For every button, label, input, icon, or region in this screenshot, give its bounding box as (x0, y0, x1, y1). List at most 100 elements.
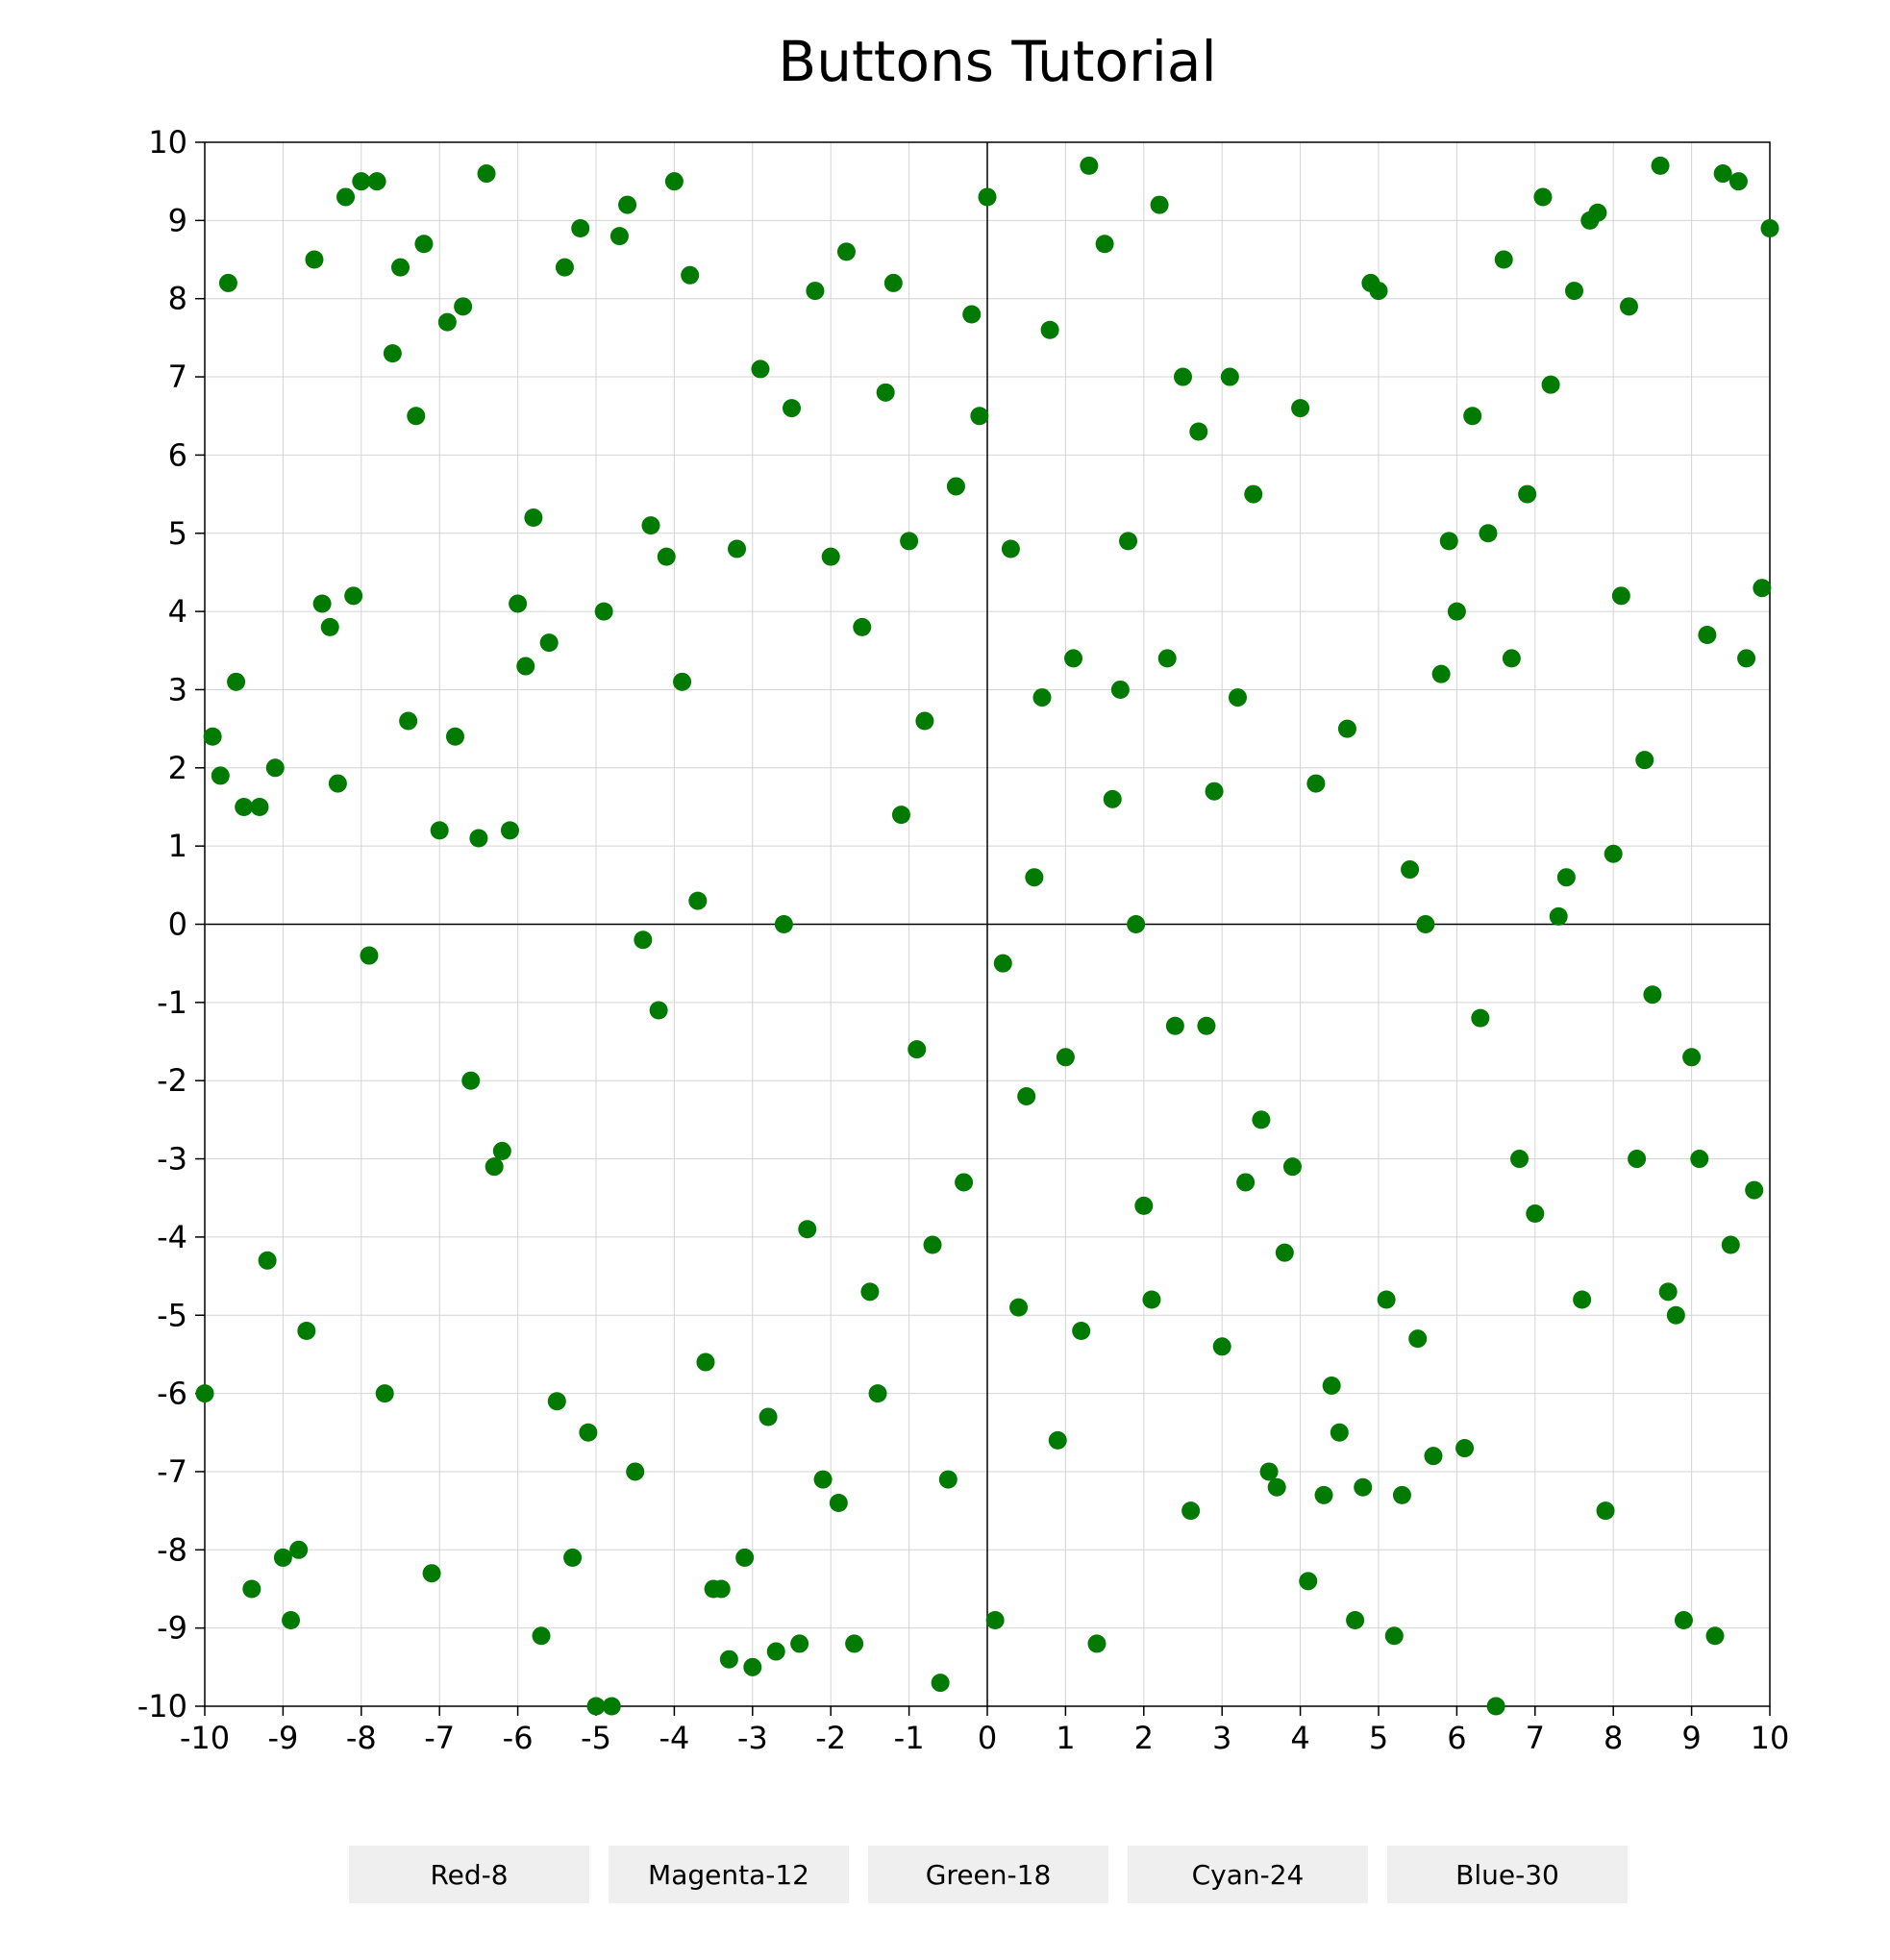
data-point (766, 1642, 785, 1661)
data-point (876, 383, 895, 402)
data-point (1401, 860, 1420, 880)
data-point (641, 516, 660, 535)
data-point (1322, 1376, 1341, 1395)
y-tick-label: 2 (168, 750, 187, 786)
data-point (1565, 282, 1583, 301)
y-tick-label: -3 (157, 1141, 187, 1178)
data-point (1142, 1290, 1161, 1309)
data-point (1635, 751, 1654, 770)
x-tick-label: -5 (581, 1720, 611, 1756)
data-point (1416, 915, 1435, 933)
data-point (1127, 915, 1146, 933)
data-point (1110, 680, 1130, 699)
button-cyan-24[interactable]: Cyan-24 (1128, 1846, 1368, 1903)
data-point (711, 1579, 731, 1599)
data-point (1291, 399, 1310, 418)
data-point (1604, 844, 1623, 863)
button-blue-30[interactable]: Blue-30 (1387, 1846, 1628, 1903)
data-point (579, 1423, 598, 1442)
data-point (955, 1173, 974, 1192)
data-point (1189, 422, 1208, 441)
data-point (664, 172, 684, 191)
data-point (1698, 626, 1717, 645)
data-point (1150, 195, 1169, 214)
x-tick-label: 2 (1134, 1720, 1154, 1756)
data-point (1439, 532, 1458, 551)
x-tick-label: -7 (424, 1720, 455, 1756)
data-point (1424, 1447, 1443, 1466)
data-point (1533, 187, 1553, 207)
data-point (798, 1220, 817, 1239)
data-point (461, 1071, 481, 1090)
x-tick-label: 1 (1056, 1720, 1075, 1756)
y-tick-label: 0 (168, 906, 187, 943)
x-tick-label: 9 (1681, 1720, 1701, 1756)
data-point (1369, 282, 1388, 301)
data-point (1299, 1572, 1318, 1591)
x-tick-label: 3 (1212, 1720, 1231, 1756)
x-tick-label: -9 (267, 1720, 298, 1756)
data-point (1705, 1626, 1725, 1646)
y-tick-label: 8 (168, 281, 187, 317)
data-point (500, 821, 519, 840)
data-point (1753, 579, 1772, 598)
data-point (227, 672, 246, 691)
data-point (203, 727, 222, 746)
data-point (563, 1548, 583, 1567)
data-point (993, 954, 1012, 973)
x-tick-label: -10 (180, 1720, 230, 1756)
data-point (1236, 1173, 1256, 1192)
button-magenta-12[interactable]: Magenta-12 (609, 1846, 849, 1903)
x-tick-label: 0 (978, 1720, 997, 1756)
data-point (539, 633, 559, 653)
data-point (422, 1564, 441, 1583)
data-point (1596, 1501, 1615, 1521)
y-tick-label: 9 (168, 202, 187, 238)
button-green-18[interactable]: Green-18 (868, 1846, 1108, 1903)
data-point (211, 766, 230, 785)
data-point (1306, 774, 1326, 793)
data-point (868, 1384, 887, 1403)
data-point (883, 273, 903, 292)
x-tick-label: -3 (737, 1720, 768, 1756)
data-point (719, 1650, 738, 1669)
data-point (547, 1392, 566, 1411)
data-point (845, 1634, 864, 1653)
data-point (1275, 1243, 1294, 1262)
data-point (634, 930, 653, 950)
data-point (853, 617, 872, 636)
data-point (673, 672, 692, 691)
data-point (437, 312, 457, 332)
button-red-8[interactable]: Red-8 (349, 1846, 589, 1903)
data-point (806, 282, 825, 301)
data-point (1666, 1305, 1685, 1325)
data-point (235, 797, 254, 816)
data-point (1197, 1016, 1216, 1035)
data-point (602, 1697, 621, 1716)
data-point (289, 1540, 309, 1559)
data-point (445, 727, 464, 746)
data-point (524, 508, 543, 527)
data-point (320, 617, 339, 636)
data-point (305, 250, 324, 269)
data-point (970, 407, 989, 426)
data-point (532, 1626, 551, 1646)
data-point (1056, 1048, 1075, 1067)
data-point (821, 547, 840, 566)
data-point (751, 360, 770, 379)
data-point (1244, 484, 1263, 504)
data-point (1494, 250, 1513, 269)
data-point (1220, 367, 1239, 386)
data-point (728, 539, 747, 558)
data-point (1486, 1697, 1505, 1716)
data-point (571, 218, 590, 237)
data-point (1095, 235, 1114, 254)
data-point (1087, 1634, 1107, 1653)
data-point (938, 1470, 957, 1489)
data-point (1728, 172, 1748, 191)
data-point (860, 1282, 880, 1302)
data-point (1205, 782, 1224, 801)
data-point (1040, 320, 1059, 339)
data-point (1392, 1485, 1411, 1504)
data-point (829, 1493, 848, 1512)
